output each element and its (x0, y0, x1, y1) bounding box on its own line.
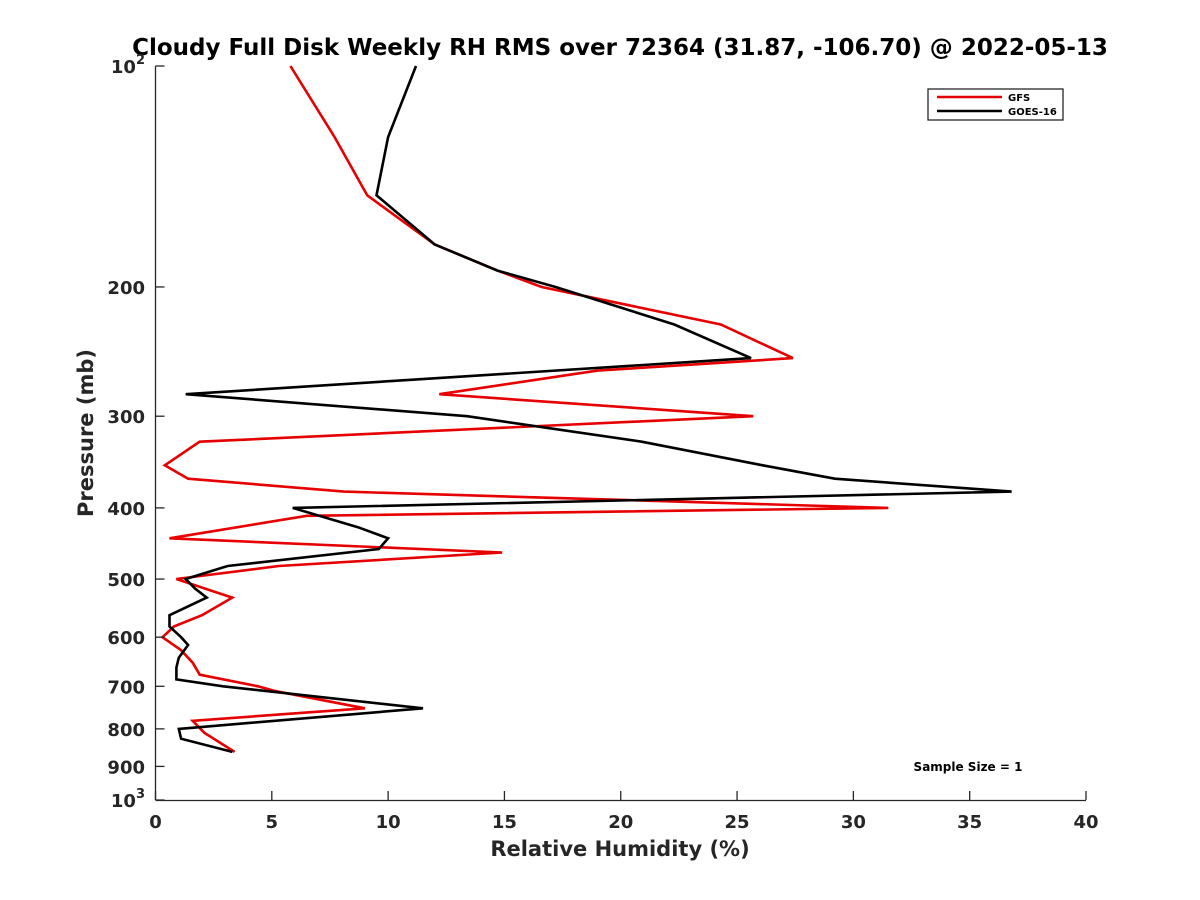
y-tick-label: 700 (107, 677, 145, 698)
legend: GFS GOES-16 (927, 88, 1064, 121)
x-tick-label: 20 (608, 812, 633, 833)
y-tick-label: 900 (107, 757, 145, 778)
y-tick-label: 500 (107, 570, 145, 591)
series-line-gfs (160, 65, 889, 753)
legend-entry-gfs: GFS (1008, 93, 1030, 104)
x-tick-label: 40 (1073, 812, 1098, 833)
x-tick-label: 15 (492, 812, 517, 833)
x-tick-label: 35 (957, 812, 982, 833)
series-layer (160, 65, 1012, 754)
y-axis-label: Pressure (mb) (74, 349, 98, 517)
x-tick-label: 10 (376, 812, 401, 833)
y-ticks: 102 200 300 400 500 600 700 800 900 103 (107, 53, 165, 812)
y-tick-label: 103 (111, 787, 145, 812)
y-tick-label: 102 (111, 53, 145, 78)
x-tick-label: 5 (266, 812, 279, 833)
y-tick-label: 400 (107, 499, 145, 520)
series-line-goes16 (168, 65, 1012, 754)
x-tick-label: 30 (841, 812, 866, 833)
legend-box (927, 88, 1064, 121)
y-tick-label: 200 (107, 278, 145, 299)
x-ticks: 0 5 10 15 20 25 30 35 40 (149, 791, 1099, 833)
y-tick-label: 300 (107, 407, 145, 428)
y-tick-label: 800 (107, 720, 145, 741)
x-axis-label: Relative Humidity (%) (490, 837, 749, 861)
x-tick-label: 25 (725, 812, 750, 833)
chart-title: Cloudy Full Disk Weekly RH RMS over 7236… (132, 35, 1108, 61)
sample-size-annotation: Sample Size = 1 (914, 760, 1023, 774)
plot-area: 0 5 10 15 20 25 30 35 40 102 200 300 400 500 600 700 80… (107, 53, 1098, 833)
legend-entry-goes16: GOES-16 (1008, 107, 1057, 118)
y-tick-label: 600 (107, 628, 145, 649)
x-tick-label: 0 (149, 812, 162, 833)
